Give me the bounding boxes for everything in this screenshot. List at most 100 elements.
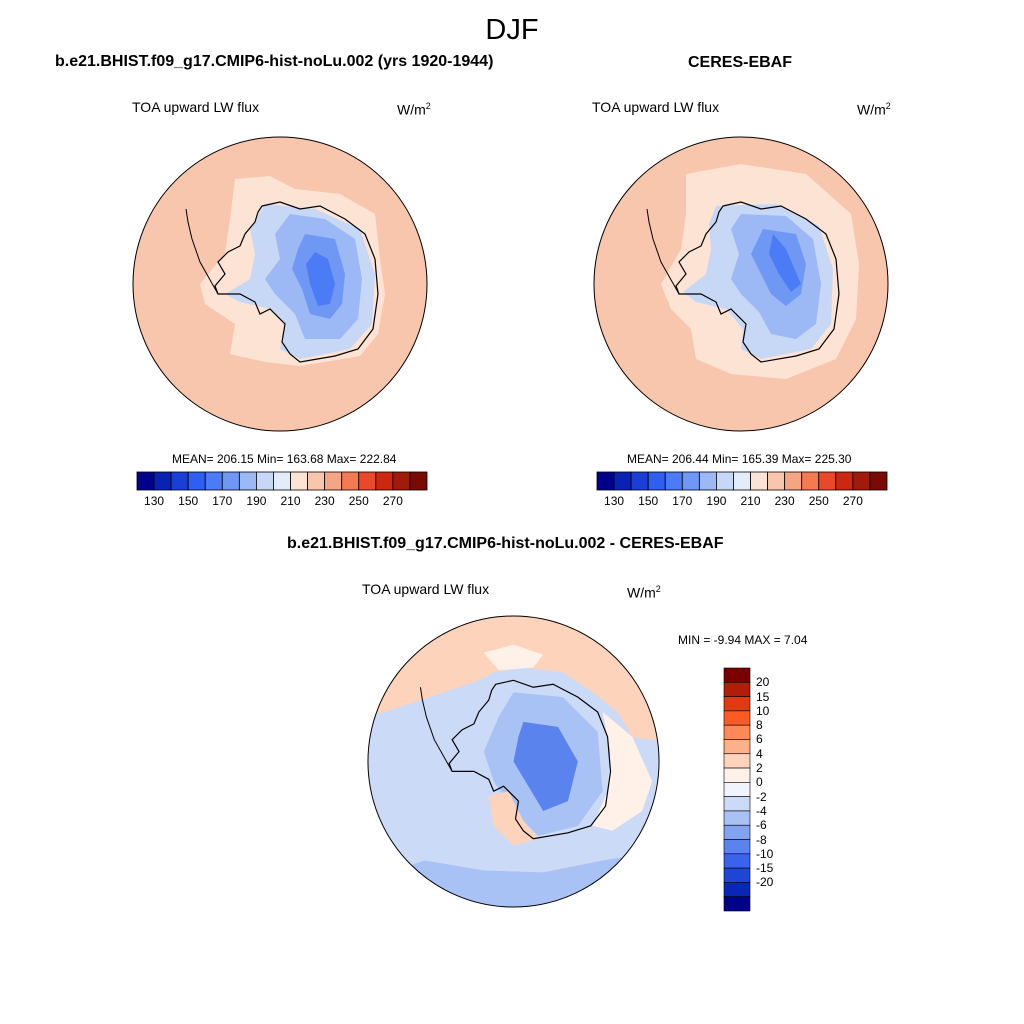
obs-colorbar-box bbox=[613, 471, 632, 491]
obs-colorbar-tick-label: 250 bbox=[808, 494, 829, 508]
model-colorbar-box bbox=[375, 471, 394, 491]
model-colorbar-tick-label: 250 bbox=[348, 494, 369, 508]
model-colorbar-ticks: 130 150 170 190 210 230 250 270 bbox=[137, 494, 427, 508]
diff-colorbar-box bbox=[723, 896, 751, 912]
obs-colorbar-tick-label: 190 bbox=[706, 494, 727, 508]
diff-colorbar-tick-label: -20 bbox=[756, 875, 774, 890]
model-colorbar-box bbox=[290, 471, 308, 491]
obs-variable-label: TOA upward LW flux bbox=[592, 99, 720, 115]
diff-colorbar-box bbox=[723, 782, 751, 797]
obs-colorbar-box bbox=[818, 471, 837, 491]
obs-colorbar-box bbox=[733, 471, 751, 491]
obs-colorbar bbox=[596, 471, 888, 491]
obs-colorbar-tick-label: 230 bbox=[774, 494, 795, 508]
diff-colorbar-tick-label: -2 bbox=[756, 789, 767, 804]
model-colorbar-box bbox=[187, 471, 206, 491]
obs-colorbar-box bbox=[801, 471, 820, 491]
obs-colorbar-box bbox=[852, 471, 871, 491]
diff-colorbar-box bbox=[723, 710, 751, 726]
diff-colorbar-tick-label: -6 bbox=[756, 818, 767, 833]
obs-colorbar-box bbox=[664, 471, 683, 491]
model-colorbar-box bbox=[409, 471, 428, 491]
diff-polar-map bbox=[367, 615, 660, 908]
diff-colorbar-box bbox=[723, 753, 751, 769]
diff-colorbar-box bbox=[723, 796, 751, 812]
diff-colorbar-box bbox=[723, 882, 751, 898]
model-units: W/m2 bbox=[397, 101, 431, 118]
diff-units: W/m2 bbox=[627, 584, 661, 601]
model-colorbar-box bbox=[358, 471, 377, 491]
diff-colorbar-box bbox=[723, 839, 751, 855]
obs-colorbar-tick-label: 210 bbox=[740, 494, 761, 508]
diff-colorbar bbox=[723, 667, 751, 912]
obs-colorbar-box bbox=[750, 471, 768, 491]
obs-colorbar-tick-label: 270 bbox=[842, 494, 863, 508]
diff-colorbar-tick-label: 4 bbox=[756, 746, 763, 761]
model-colorbar-box bbox=[136, 471, 155, 491]
diff-stats: MIN = -9.94 MAX = 7.04 bbox=[678, 633, 808, 647]
diff-colorbar-box bbox=[723, 853, 751, 869]
obs-colorbar-box bbox=[869, 471, 888, 491]
model-colorbar-box bbox=[256, 471, 274, 491]
diff-panel-title: b.e21.BHIST.f09_g17.CMIP6-hist-noLu.002 … bbox=[287, 535, 724, 552]
diff-colorbar-tick-label: 10 bbox=[756, 703, 770, 718]
diff-colorbar-box bbox=[723, 739, 751, 755]
model-colorbar-box bbox=[307, 471, 326, 491]
obs-colorbar-box bbox=[647, 471, 666, 491]
diff-colorbar-tick-label: 8 bbox=[756, 718, 763, 733]
model-polar-map bbox=[132, 136, 428, 432]
model-colorbar-tick-label: 150 bbox=[178, 494, 199, 508]
diff-colorbar-box bbox=[723, 667, 751, 683]
diff-colorbar-box bbox=[723, 681, 751, 697]
obs-polar-map bbox=[593, 136, 889, 432]
diff-colorbar-box bbox=[723, 724, 751, 740]
diff-colorbar-tick-label: 20 bbox=[756, 675, 770, 690]
model-colorbar-box bbox=[324, 471, 343, 491]
model-variable-label: TOA upward LW flux bbox=[132, 99, 260, 115]
diff-colorbar-tick-label: -4 bbox=[756, 803, 767, 818]
model-colorbar-box bbox=[221, 471, 240, 491]
season-title: DJF bbox=[485, 14, 539, 46]
obs-colorbar-tick-label: 150 bbox=[638, 494, 659, 508]
model-colorbar-tick-label: 130 bbox=[144, 494, 165, 508]
diff-colorbar-box bbox=[723, 767, 751, 783]
obs-colorbar-tick-label: 130 bbox=[604, 494, 625, 508]
obs-colorbar-box bbox=[835, 471, 854, 491]
diff-colorbar-box bbox=[723, 810, 751, 826]
model-colorbar-tick-label: 230 bbox=[314, 494, 335, 508]
obs-colorbar-box bbox=[716, 471, 734, 491]
model-colorbar-box bbox=[204, 471, 223, 491]
obs-units: W/m2 bbox=[857, 101, 891, 118]
diff-colorbar-tick-label: 2 bbox=[756, 761, 763, 776]
model-panel-title: b.e21.BHIST.f09_g17.CMIP6-hist-noLu.002 … bbox=[55, 53, 494, 70]
diff-colorbar-tick-label: 6 bbox=[756, 732, 763, 747]
obs-colorbar-box bbox=[784, 471, 803, 491]
model-colorbar-tick-label: 270 bbox=[382, 494, 403, 508]
model-colorbar-box bbox=[273, 471, 291, 491]
obs-colorbar-box bbox=[630, 471, 649, 491]
model-colorbar-tick-label: 170 bbox=[212, 494, 233, 508]
obs-colorbar-box bbox=[767, 471, 786, 491]
diff-colorbar-tick-label: 0 bbox=[756, 775, 763, 790]
diff-colorbar-tick-label: -8 bbox=[756, 832, 767, 847]
diff-colorbar-box bbox=[723, 696, 751, 712]
obs-colorbar-box bbox=[681, 471, 700, 491]
model-colorbar bbox=[136, 471, 428, 491]
obs-panel-title: CERES-EBAF bbox=[688, 54, 793, 71]
diff-colorbar-ticks: 20 15 10 8 6 4 2 0 -2 -4 -6 -8 -10 -15 -20 bbox=[756, 668, 796, 911]
model-colorbar-tick-label: 210 bbox=[280, 494, 301, 508]
diff-colorbar-box bbox=[723, 824, 751, 840]
model-colorbar-box bbox=[341, 471, 360, 491]
model-colorbar-box bbox=[170, 471, 189, 491]
diff-variable-label: TOA upward LW flux bbox=[362, 581, 490, 597]
obs-colorbar-box bbox=[596, 471, 615, 491]
model-colorbar-box bbox=[392, 471, 411, 491]
model-colorbar-box bbox=[153, 471, 172, 491]
model-colorbar-tick-label: 190 bbox=[246, 494, 267, 508]
model-colorbar-box bbox=[238, 471, 257, 491]
diff-colorbar-tick-label: 15 bbox=[756, 689, 770, 704]
obs-colorbar-tick-label: 170 bbox=[672, 494, 693, 508]
model-stats: MEAN= 206.15 Min= 163.68 Max= 222.84 bbox=[172, 452, 397, 466]
diff-colorbar-box bbox=[723, 867, 751, 883]
obs-colorbar-ticks: 130 150 170 190 210 230 250 270 bbox=[597, 494, 887, 508]
